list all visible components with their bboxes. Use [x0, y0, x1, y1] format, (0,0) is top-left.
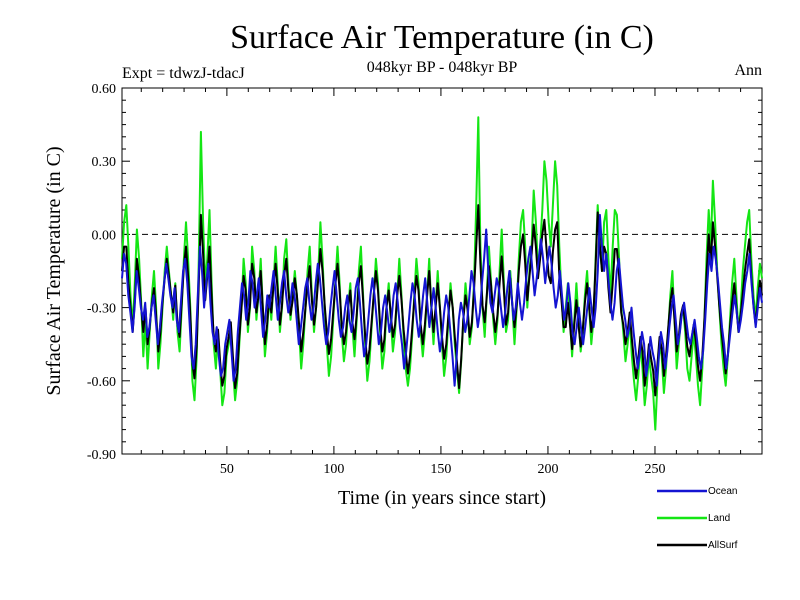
chart-title: Surface Air Temperature (in C) [230, 19, 654, 56]
x-tick-label: 50 [220, 462, 234, 477]
y-tick-label: -0.90 [87, 448, 116, 463]
y-tick-label: 0.60 [92, 82, 117, 97]
plot-area [121, 87, 763, 455]
period-label: Ann [734, 62, 762, 79]
plot-frame [121, 87, 763, 455]
experiment-label: Expt = tdwzJ-tdacJ [122, 65, 245, 82]
legend-label-allsurf: AllSurf [708, 540, 738, 551]
legend-label-land: Land [708, 513, 730, 524]
y-axis-label: Surface Air Temperature (in C) [43, 146, 65, 395]
y-tick-label: 0.00 [92, 228, 117, 243]
y-tick-label: -0.60 [87, 375, 116, 390]
y-tick-label: 0.30 [92, 155, 117, 170]
x-axis-label: Time (in years since start) [338, 487, 546, 509]
x-tick-label: 100 [323, 462, 344, 477]
legend: Ocean Land AllSurf [657, 486, 738, 551]
x-tick-label: 150 [430, 462, 451, 477]
chart-subtitle: 048kyr BP - 048kyr BP [367, 59, 518, 76]
series-line-ocean [121, 213, 763, 387]
series-line-land [121, 116, 763, 431]
y-tick-label: -0.30 [87, 302, 116, 317]
x-tick-label: 250 [644, 462, 665, 477]
legend-label-ocean: Ocean [708, 486, 737, 497]
x-tick-label: 200 [537, 462, 558, 477]
